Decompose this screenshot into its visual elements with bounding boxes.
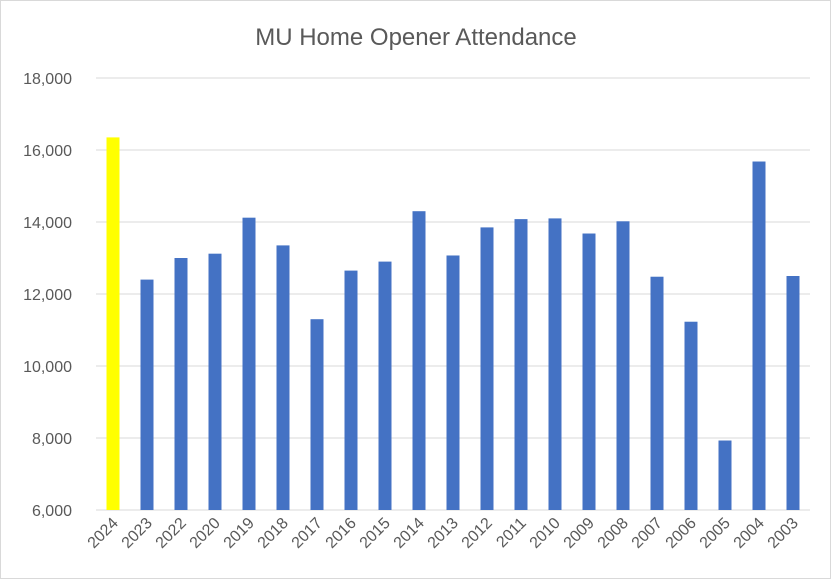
x-tick-label: 2008 [595,515,632,552]
bar-2004 [752,161,766,510]
bar-2012 [480,227,494,510]
y-tick-label: 10,000 [23,359,72,376]
x-tick-label: 2013 [425,515,462,552]
x-tick-label: 2016 [323,515,360,552]
bar-2008 [616,221,630,510]
y-tick-label: 14,000 [23,215,72,232]
chart-title: MU Home Opener Attendance [255,24,577,51]
bar-2010 [548,218,562,510]
y-axis-ticks: 6,000 8,000 10,000 12,000 14,000 16,000 18,000 [23,71,72,520]
x-tick-label: 2007 [629,515,666,552]
x-tick-label: 2005 [697,515,734,552]
y-tick-label: 12,000 [23,287,72,304]
x-tick-label: 2006 [663,515,700,552]
bar-2006 [684,321,698,510]
bar-2017 [310,319,324,510]
bar-2022 [174,258,188,510]
x-tick-label: 2020 [187,515,224,552]
bar-2020 [208,253,222,510]
bar-2015 [378,261,392,510]
x-tick-label: 2009 [561,515,598,552]
y-tick-label: 18,000 [23,71,72,88]
bar-2011 [514,219,528,510]
bar-2003 [786,276,800,510]
bar-2009 [582,233,596,510]
x-tick-label: 2017 [289,515,326,552]
bar-2005 [718,440,732,510]
x-tick-label: 2015 [357,515,394,552]
x-tick-label: 2024 [85,515,122,552]
x-tick-label: 2018 [255,515,292,552]
x-tick-label: 2004 [731,515,768,552]
x-tick-label: 2014 [391,515,428,552]
bar-2023 [140,279,154,510]
x-tick-label: 2012 [459,515,496,552]
bars [106,137,800,510]
bar-2013 [446,255,460,510]
bar-2024 [106,137,120,510]
y-tick-label: 6,000 [32,503,72,520]
bar-2019 [242,217,256,510]
x-tick-label: 2003 [765,515,802,552]
y-tick-label: 8,000 [32,431,72,448]
bar-2018 [276,245,290,510]
bar-2014 [412,211,426,510]
x-tick-label: 2010 [527,515,564,552]
x-tick-label: 2023 [119,515,156,552]
bar-2016 [344,270,358,510]
x-tick-label: 2011 [493,515,529,551]
x-tick-label: 2019 [221,515,258,552]
x-axis-ticks: 2024202320222020201920182017201620152014… [85,515,802,552]
x-tick-label: 2022 [153,515,190,552]
bar-2007 [650,276,664,510]
y-tick-label: 16,000 [23,143,72,160]
